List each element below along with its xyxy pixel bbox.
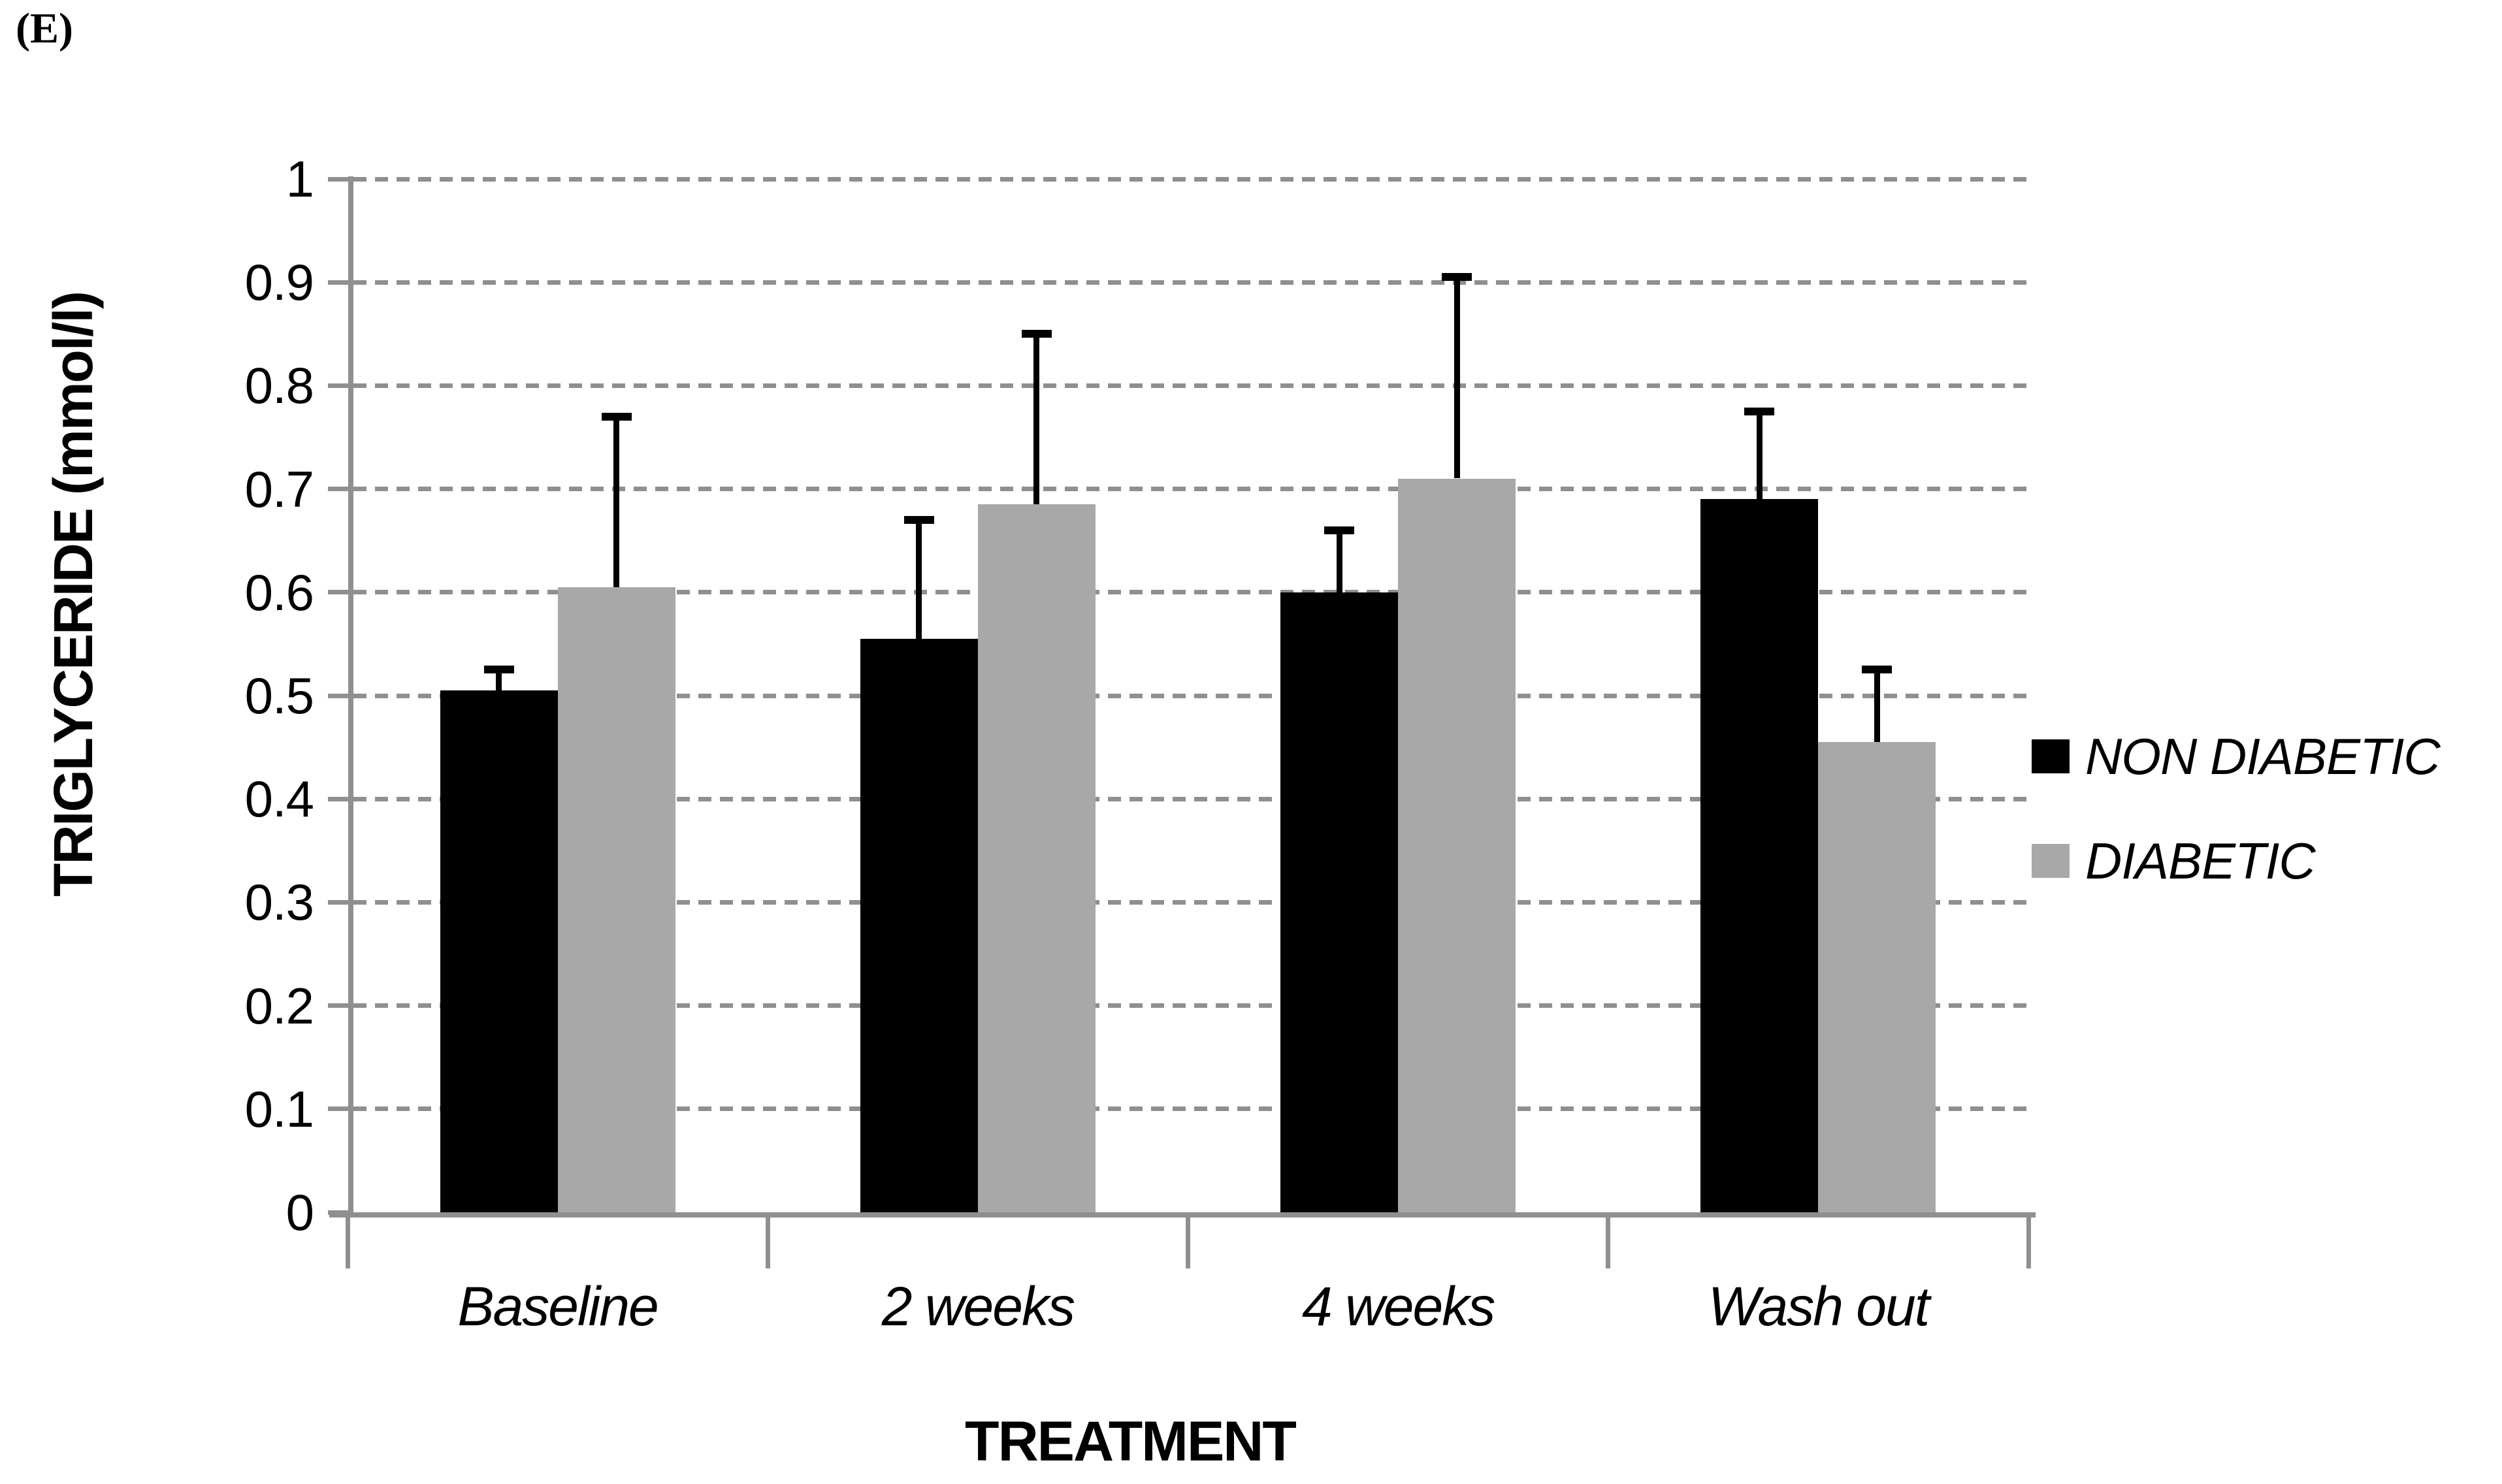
x-tick — [765, 1212, 770, 1268]
error-cap-non-diabetic-baseline — [483, 666, 514, 673]
y-tick — [328, 590, 348, 595]
y-tick — [328, 1106, 348, 1112]
bar-non-diabetic-wash-out — [1700, 499, 1819, 1212]
y-tick-label: 1 — [285, 150, 314, 208]
y-tick — [328, 796, 348, 801]
y-tick-label: 0.9 — [244, 253, 314, 312]
x-axis-title: TREATMENT — [965, 1410, 1297, 1473]
error-cap-diabetic-wash-out — [1862, 666, 1893, 673]
gridline — [353, 590, 2028, 595]
bar-non-diabetic-2-weeks — [860, 639, 978, 1212]
y-tick-label: 0.8 — [244, 357, 314, 415]
y-tick — [328, 176, 348, 182]
panel-label: (E) — [16, 5, 73, 52]
y-tick-label: 0.3 — [244, 873, 314, 931]
error-whisker-diabetic-wash-out — [1874, 669, 1880, 742]
y-tick-label: 0.6 — [244, 563, 314, 621]
error-whisker-non-diabetic-baseline — [496, 669, 502, 690]
x-tick — [345, 1212, 350, 1268]
bar-non-diabetic-4-weeks — [1280, 592, 1399, 1212]
bar-diabetic-baseline — [557, 587, 675, 1212]
category-label-baseline: Baseline — [457, 1276, 659, 1337]
error-whisker-non-diabetic-4-weeks — [1336, 530, 1342, 592]
gridline — [353, 899, 2028, 905]
y-axis-line — [348, 176, 353, 1218]
y-tick-label: 0 — [285, 1184, 314, 1241]
gridline — [353, 1106, 2028, 1112]
y-tick-label: 0.7 — [244, 460, 314, 518]
legend-label-diabetic: DIABETIC — [2085, 832, 2316, 890]
error-cap-non-diabetic-2-weeks — [903, 516, 934, 524]
bar-diabetic-4-weeks — [1398, 479, 1516, 1212]
error-cap-diabetic-baseline — [601, 413, 632, 421]
legend-swatch-diabetic — [2032, 844, 2070, 878]
error-whisker-non-diabetic-wash-out — [1756, 411, 1763, 499]
legend-swatch-non-diabetic — [2032, 739, 2070, 773]
category-label-4-weeks: 4 weeks — [1302, 1276, 1495, 1337]
error-cap-diabetic-4-weeks — [1442, 273, 1472, 281]
gridline — [353, 280, 2028, 285]
y-tick — [328, 280, 348, 285]
gridline — [353, 693, 2028, 698]
x-tick — [2026, 1212, 2031, 1268]
gridline — [353, 796, 2028, 801]
y-tick-label: 0.2 — [244, 976, 314, 1035]
y-tick-label: 0.4 — [244, 770, 314, 828]
y-tick — [328, 1210, 348, 1215]
error-cap-non-diabetic-4-weeks — [1324, 526, 1355, 534]
y-tick — [328, 1003, 348, 1008]
bar-non-diabetic-baseline — [440, 690, 558, 1212]
error-whisker-diabetic-4-weeks — [1454, 277, 1460, 478]
error-whisker-non-diabetic-2-weeks — [916, 520, 922, 639]
gridline — [353, 1003, 2028, 1008]
y-axis-title: TRIGLYCERIDE (mmol/l) — [42, 292, 104, 897]
category-label-2-weeks: 2 weeks — [881, 1276, 1075, 1337]
bar-diabetic-wash-out — [1818, 742, 1936, 1212]
x-tick — [1606, 1212, 1611, 1268]
y-tick-label: 0.5 — [244, 667, 314, 724]
y-tick — [328, 383, 348, 388]
y-tick — [328, 487, 348, 492]
x-tick — [1186, 1212, 1190, 1268]
error-cap-non-diabetic-wash-out — [1744, 408, 1775, 415]
legend-label-non-diabetic: NON DIABETIC — [2085, 728, 2441, 785]
y-tick — [328, 899, 348, 905]
gridline — [353, 176, 2028, 182]
y-tick — [328, 693, 348, 698]
bar-diabetic-2-weeks — [977, 504, 1096, 1212]
x-axis-line — [329, 1212, 2036, 1218]
error-whisker-diabetic-baseline — [613, 417, 620, 587]
error-whisker-diabetic-2-weeks — [1033, 334, 1040, 504]
y-tick-label: 0.1 — [244, 1080, 314, 1138]
category-label-wash-out: Wash out — [1708, 1276, 1930, 1337]
error-cap-diabetic-2-weeks — [1021, 330, 1052, 338]
gridline — [353, 487, 2028, 492]
gridline — [353, 383, 2028, 388]
